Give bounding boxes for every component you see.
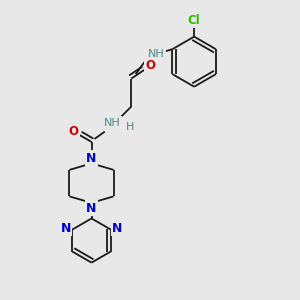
- Text: N: N: [86, 152, 97, 165]
- Text: O: O: [69, 125, 79, 138]
- Text: NH: NH: [148, 49, 165, 58]
- Text: N: N: [86, 202, 97, 215]
- Text: NH: NH: [104, 118, 121, 128]
- Text: O: O: [146, 59, 155, 72]
- Text: N: N: [112, 221, 122, 235]
- Text: Cl: Cl: [188, 14, 200, 27]
- Text: N: N: [61, 221, 71, 235]
- Text: H: H: [126, 122, 134, 132]
